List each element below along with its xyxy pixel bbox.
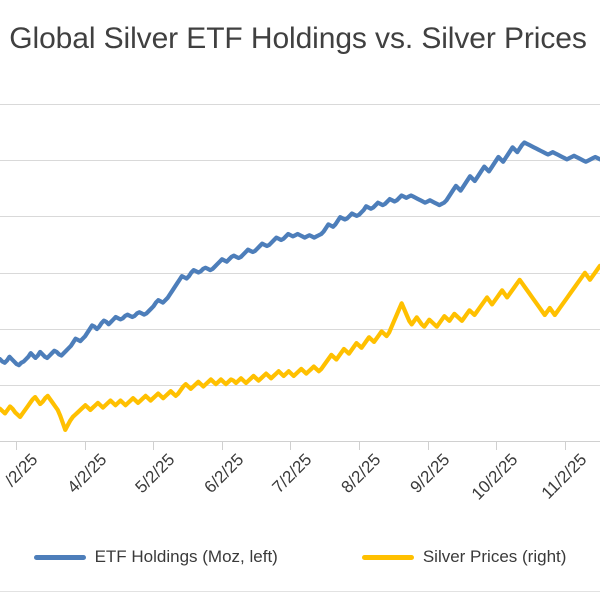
gridline <box>0 216 600 217</box>
chart-title-text: Global Silver ETF Holdings vs. Silver Pr… <box>9 22 587 55</box>
x-axis-label: 11/2/25 <box>537 450 591 503</box>
gridline <box>0 329 600 330</box>
x-axis-tick <box>359 442 360 450</box>
chart-legend: ETF Holdings (Moz, left) Silver Prices (… <box>0 540 600 574</box>
x-axis-label: 4/2/25 <box>63 450 111 497</box>
x-axis-tick <box>153 442 154 450</box>
legend-label-silver: Silver Prices (right) <box>422 547 567 566</box>
gridline <box>0 273 600 274</box>
plot-area <box>0 104 600 442</box>
x-axis-tick <box>16 442 17 450</box>
gridline <box>0 160 600 161</box>
x-axis-label: 7/2/25 <box>268 450 316 497</box>
legend-label-etf: ETF Holdings (Moz, left) <box>94 547 278 566</box>
series-layer <box>0 140 600 432</box>
x-axis-label: /2/25 <box>1 450 42 491</box>
x-axis-tick <box>428 442 429 450</box>
series-line-silver-prices <box>0 263 600 432</box>
x-axis-tick <box>222 442 223 450</box>
legend-item-silver-prices[interactable]: Silver Prices (right) <box>361 547 567 567</box>
x-axis-line <box>0 441 600 442</box>
x-axis-label: 9/2/25 <box>406 450 454 497</box>
gridline <box>0 385 600 386</box>
x-axis-label: 10/2/25 <box>468 450 522 504</box>
x-axis-ticks <box>0 442 600 450</box>
x-axis-label: 8/2/25 <box>337 450 385 497</box>
x-axis-tick <box>290 442 291 450</box>
chart-title: Global Silver ETF Holdings vs. Silver Pr… <box>0 22 600 56</box>
x-axis-tick <box>85 442 86 450</box>
legend-swatch-icon-etf <box>33 554 86 560</box>
gridline <box>0 104 600 105</box>
bottom-divider <box>0 591 600 592</box>
legend-swatch-icon-silver <box>361 554 414 560</box>
x-axis-label: 6/2/25 <box>200 450 248 497</box>
x-axis-tick <box>496 442 497 450</box>
x-axis-label: 5/2/25 <box>131 450 179 497</box>
x-axis-tick <box>565 442 566 450</box>
legend-item-etf-holdings[interactable]: ETF Holdings (Moz, left) <box>33 547 278 567</box>
series-line-etf-holdings <box>0 140 600 368</box>
x-axis-labels: /2/25 4/2/25 5/2/25 6/2/25 7/2/25 8/2/25 9/2/2… <box>0 450 600 530</box>
